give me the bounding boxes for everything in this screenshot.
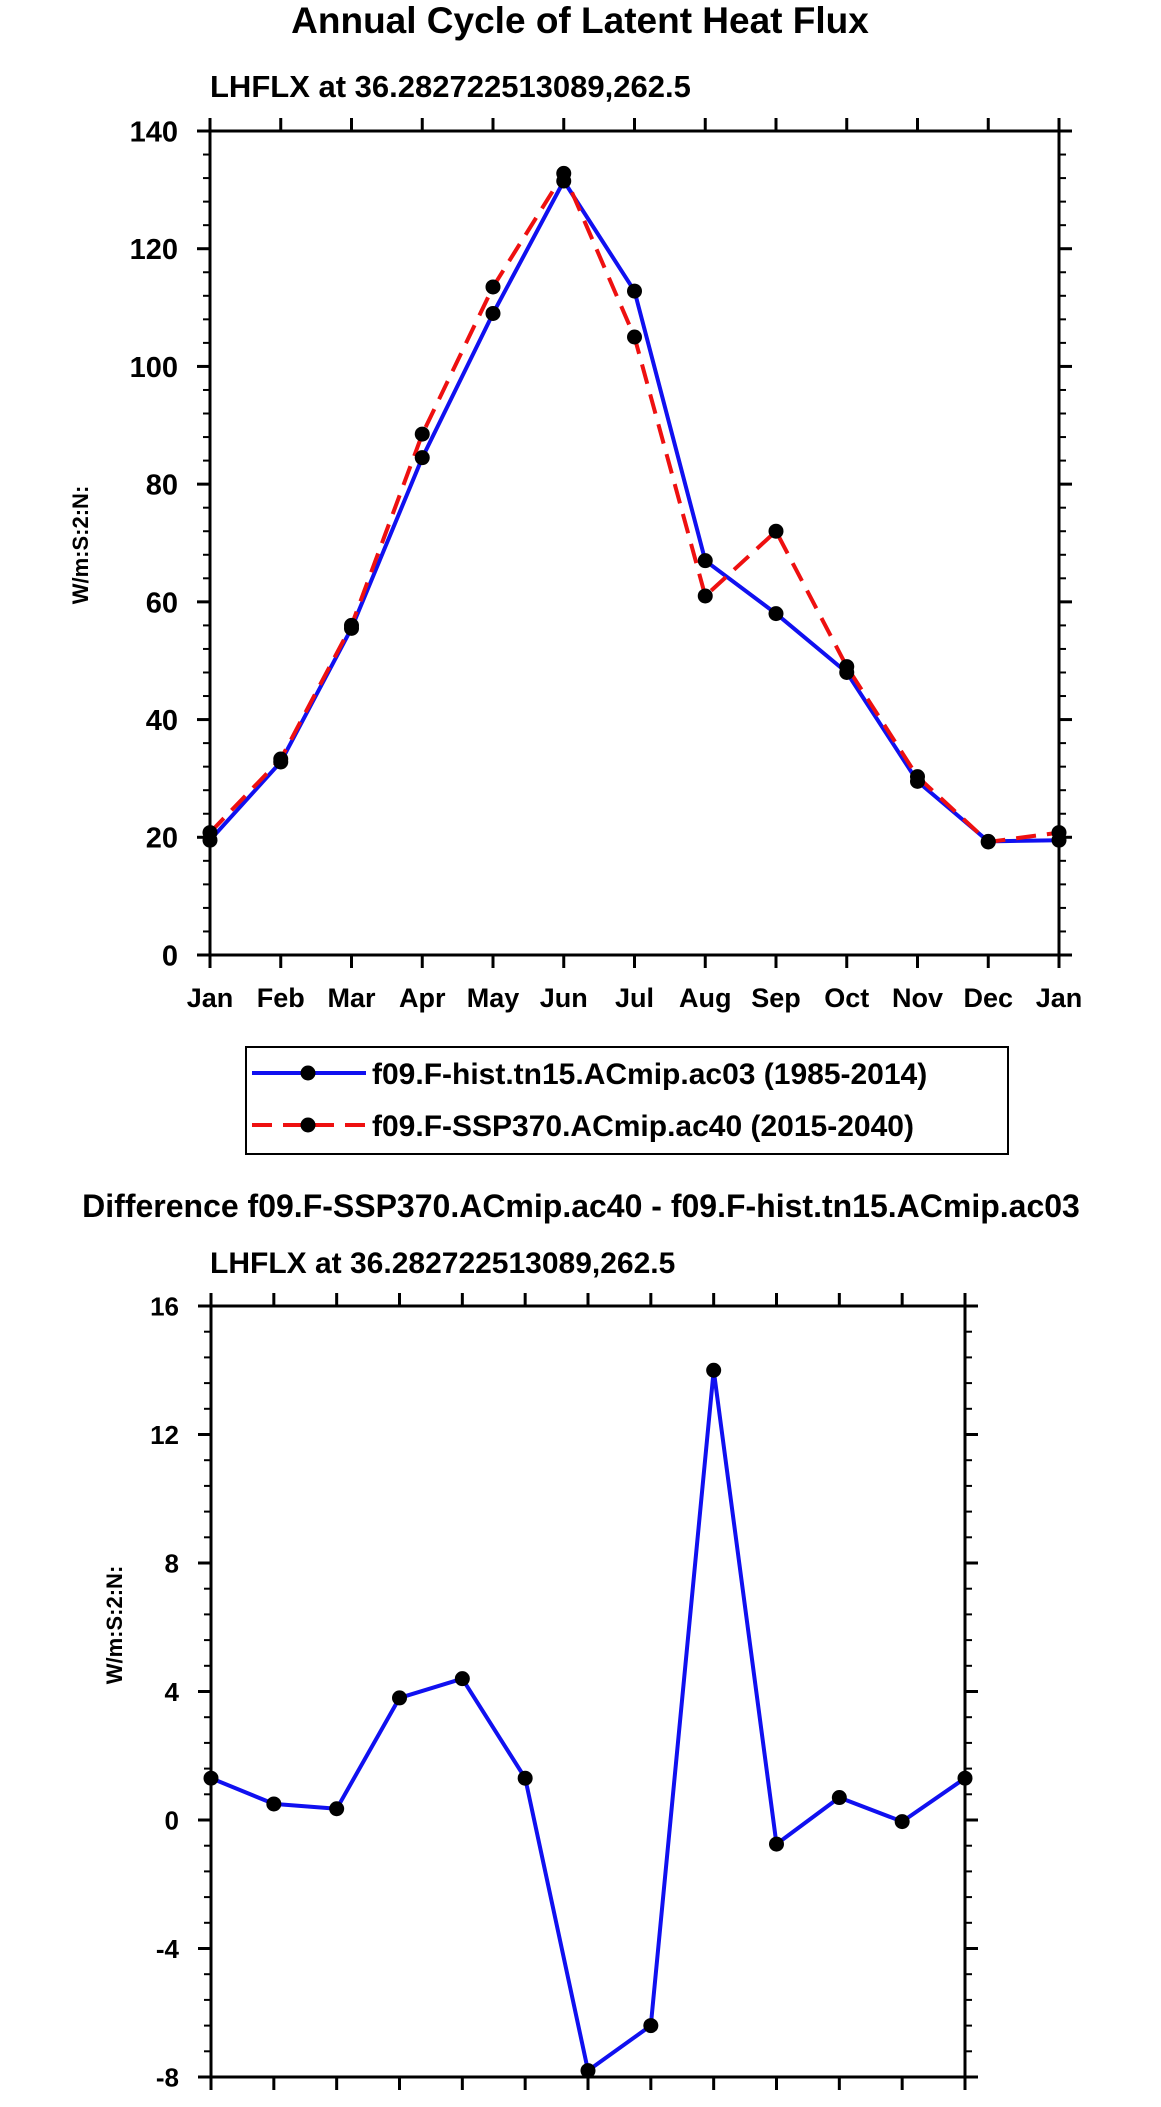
legend-label-hist: f09.F-hist.tn15.ACmip.ac03 (1985-2014)	[372, 1058, 927, 1091]
chart1-series-1-point	[556, 165, 572, 181]
chart1-series-1-point	[627, 329, 642, 345]
chart1-ytick-label: 120	[130, 234, 178, 266]
chart1-series-0-point	[485, 305, 501, 321]
chart1-series-1-point	[202, 825, 218, 841]
chart1-frame	[208, 129, 1061, 957]
chart1-xtick-label: Jul	[615, 983, 654, 1013]
chart2-series-0-point	[517, 1770, 533, 1786]
chart1-subtitle: LHFLX at 36.282722513089,262.5	[210, 69, 691, 104]
chart2-series-0-point	[957, 1770, 973, 1786]
chart1-xtick-label: May	[467, 983, 520, 1013]
chart2-frame	[209, 1304, 967, 2079]
chart2-series-0-point	[894, 1814, 910, 1830]
chart1-series-line-0	[208, 179, 1060, 844]
chart1-xtick-label: Sep	[751, 983, 801, 1013]
chart1-series-1-point	[910, 769, 925, 785]
chart2-ytick-label: 4	[165, 1677, 180, 1707]
chart1-series-1-point	[485, 279, 501, 295]
chart1-series-line-1	[208, 171, 1060, 844]
chart2-ylabel: W/m:S:2:N:	[102, 1566, 127, 1685]
chart1-title: Annual Cycle of Latent Heat Flux	[291, 0, 869, 41]
chart2-ytick-label: 8	[165, 1548, 179, 1578]
chart1-series-1-point	[273, 751, 289, 767]
chart1-ytick-label: 140	[130, 116, 178, 148]
chart1-xtick-label: Nov	[892, 983, 943, 1013]
chart1-xtick-label: Dec	[963, 983, 1013, 1013]
chart1-xtick-label: Apr	[399, 983, 446, 1013]
chart2-ytick-label: -8	[156, 2062, 179, 2092]
chart1-series-1-point	[980, 834, 996, 850]
chart1-series-1-point	[839, 659, 855, 675]
chart2-ytick-label: 16	[150, 1291, 179, 1321]
difference-chart: Difference f09.F-SSP370.ACmip.ac40 - f09…	[82, 1188, 1080, 2092]
chart1-ytick-label: 60	[146, 587, 178, 619]
legend-entry-hist: f09.F-hist.tn15.ACmip.ac03 (1985-2014)	[252, 1058, 927, 1091]
chart1-xtick-label: Jan	[187, 983, 234, 1013]
chart1-legend: f09.F-hist.tn15.ACmip.ac03 (1985-2014) f…	[245, 1046, 1009, 1155]
chart1-series-0-point	[627, 283, 642, 299]
legend-entry-ssp: f09.F-SSP370.ACmip.ac40 (2015-2040)	[252, 1110, 914, 1143]
chart2-ytick-label: 0	[165, 1805, 179, 1835]
chart2-series-0-point	[454, 1671, 470, 1687]
chart2-series-0-point	[831, 1790, 847, 1806]
chart1-series-1-point	[344, 617, 359, 633]
annual-cycle-chart: Annual Cycle of Latent Heat Flux LHFLX a…	[68, 0, 1083, 1155]
chart1-xtick-label: Oct	[824, 983, 869, 1013]
chart2-series-0-point	[203, 1770, 219, 1786]
chart1-xtick-label: Jan	[1036, 983, 1083, 1013]
chart2-series-0-point	[580, 2063, 596, 2079]
chart1-ytick-label: 100	[130, 352, 178, 384]
chart1-xtick-label: Aug	[679, 983, 731, 1013]
chart1-series-1-point	[768, 523, 784, 539]
chart1-xtick-label: Feb	[257, 983, 305, 1013]
chart2-ytick-label: 12	[150, 1420, 179, 1450]
chart1-series-1-point	[1051, 825, 1067, 841]
chart2-series-0-point	[392, 1690, 407, 1706]
chart1-xtick-label: Jun	[540, 983, 588, 1013]
chart1-ytick-label: 80	[146, 470, 178, 502]
chart1-ytick-label: 40	[146, 705, 178, 737]
chart2-series-line-0	[210, 1368, 967, 2073]
chart1-plot-area: Jan Feb Mar Apr May Jun Jul Aug Sep Oct Nov Dec Jan 0…	[130, 116, 1083, 1013]
chart1-series-0-point	[414, 450, 430, 466]
chart2-title: Difference f09.F-SSP370.ACmip.ac40 - f09…	[82, 1188, 1080, 1224]
chart1-series-1-point	[697, 588, 713, 604]
legend-marker-hist	[300, 1065, 316, 1081]
chart2-plot-area: JanFebMarAprMayJunJulAugSepOctNovDecJan-…	[150, 1291, 978, 2092]
chart1-series-0-point	[768, 606, 784, 622]
chart2-ytick-label: -4	[156, 1934, 180, 1964]
chart2-series-0-point	[329, 1801, 345, 1817]
chart1-ylabel: W/m:S:2:N:	[68, 486, 93, 605]
chart1-series-0-point	[697, 553, 713, 569]
legend-box	[245, 1046, 1009, 1155]
chart2-subtitle: LHFLX at 36.282722513089,262.5	[210, 1247, 675, 1280]
legend-label-ssp: f09.F-SSP370.ACmip.ac40 (2015-2040)	[372, 1110, 914, 1143]
chart2-series-0-point	[706, 1362, 722, 1378]
chart1-xtick-label: Mar	[327, 983, 376, 1013]
chart2-series-0-point	[643, 2018, 659, 2034]
chart2-series-0-point	[266, 1796, 282, 1812]
chart1-ytick-label: 0	[162, 940, 178, 972]
chart2-series-0-point	[769, 1836, 784, 1852]
chart1-ytick-label: 20	[146, 823, 178, 855]
legend-marker-ssp	[300, 1117, 316, 1133]
chart1-series-1-point	[414, 426, 430, 442]
